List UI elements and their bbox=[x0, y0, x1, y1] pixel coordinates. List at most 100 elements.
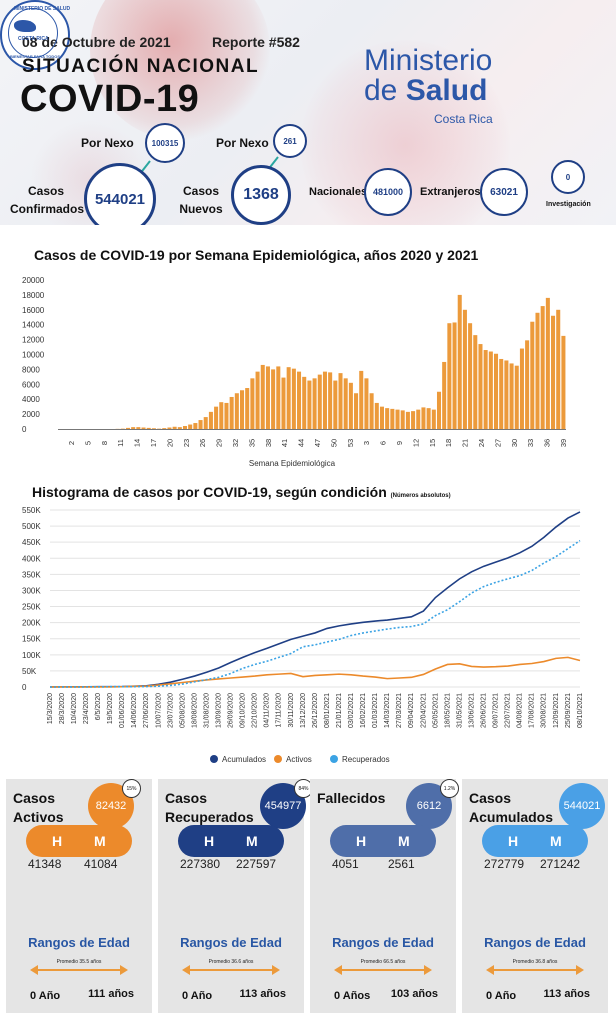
y-tick-label: 8000 bbox=[22, 365, 40, 374]
bar bbox=[421, 407, 426, 429]
y-tick-label: 18000 bbox=[22, 291, 45, 300]
x-tick-label: 35 bbox=[247, 439, 256, 447]
bar bbox=[431, 409, 436, 429]
new-cases-label: Casos Nuevos bbox=[179, 184, 223, 216]
bar bbox=[312, 378, 317, 429]
x-tick-label: 28/3/2020 bbox=[59, 693, 66, 724]
x-tick-label: 08/10/2021 bbox=[577, 693, 584, 728]
bar bbox=[390, 408, 395, 429]
x-tick-label: 12 bbox=[411, 439, 420, 447]
max-age: 113 años bbox=[543, 988, 590, 1000]
bar bbox=[436, 391, 442, 429]
x-tick-label: 14/06/2020 bbox=[131, 693, 138, 728]
summary-cards: Casos Activos 82432 15% H M 41348 41084 Rangos d… bbox=[0, 773, 616, 1024]
card-acumulados: Casos Acumulados 544021 H M 272779 271242 Rango… bbox=[462, 779, 608, 1013]
report-date: 08 de Octubre de 2021 bbox=[22, 34, 171, 50]
series-line-activos bbox=[49, 656, 581, 688]
male-count: 4051 bbox=[332, 857, 359, 871]
bar bbox=[400, 410, 405, 430]
arrow-head-left bbox=[182, 965, 190, 975]
x-tick-label: 09/07/2021 bbox=[493, 693, 500, 728]
x-tick-label: 22/07/2021 bbox=[505, 693, 512, 728]
x-tick-label: 30/11/2020 bbox=[288, 693, 295, 728]
x-tick-label: 27 bbox=[493, 439, 502, 447]
card-value-badge: 82432 bbox=[88, 783, 134, 829]
bar bbox=[224, 402, 229, 429]
bar bbox=[281, 377, 286, 429]
x-tick-label: 17/11/2020 bbox=[276, 693, 283, 728]
legend-marker bbox=[330, 755, 338, 763]
y-tick-label: 450K bbox=[22, 538, 41, 547]
average-age: Promedio 36.6 años bbox=[208, 959, 254, 965]
arrow-head-right bbox=[424, 965, 432, 975]
bar bbox=[203, 417, 208, 429]
bar bbox=[229, 396, 234, 429]
series-line-acumulados bbox=[49, 511, 581, 688]
bar bbox=[302, 376, 307, 429]
situation-heading: SITUACIÓN NACIONAL bbox=[22, 56, 260, 77]
y-tick-label: 0 bbox=[22, 683, 27, 692]
arrow-head-right bbox=[576, 965, 584, 975]
x-tick-label: 03/02/2021 bbox=[348, 693, 355, 728]
header-banner: 08 de Octubre de 2021 Reporte #582 SITUA… bbox=[0, 0, 616, 225]
y-tick-label: 2000 bbox=[22, 410, 40, 419]
x-tick-label: 6 bbox=[379, 441, 388, 445]
male-label: H bbox=[508, 833, 519, 849]
x-tick-label: 27/03/2021 bbox=[396, 693, 403, 728]
y-tick-label: 20000 bbox=[22, 276, 45, 285]
y-tick-label: 12000 bbox=[22, 336, 45, 345]
bar bbox=[297, 371, 302, 429]
x-tick-label: 44 bbox=[297, 439, 306, 447]
bar bbox=[499, 358, 504, 429]
female-label: M bbox=[550, 833, 562, 849]
condition-line-chart: 0 50K 100K 150K 200K 250K 300K 350K 400K 450K 500K… bbox=[22, 506, 584, 764]
male-count: 272779 bbox=[484, 857, 525, 871]
x-tick-label: 8 bbox=[100, 441, 109, 445]
x-tick-label: 22/10/2020 bbox=[252, 693, 259, 728]
histogram-chart-title: Histograma de casos por COVID-19, según … bbox=[32, 484, 451, 500]
nacionales-label: Nacionales bbox=[309, 186, 368, 198]
bar bbox=[193, 423, 198, 429]
bar bbox=[328, 372, 333, 429]
bar bbox=[188, 424, 193, 429]
card-title: Casos Recuperados bbox=[165, 790, 254, 825]
min-age: 0 Años bbox=[334, 990, 371, 1002]
x-tick-label: 21/01/2021 bbox=[336, 693, 343, 728]
x-tick-label: 30 bbox=[510, 439, 519, 447]
age-range-heading: Rangos de Edad bbox=[28, 935, 130, 950]
x-tick-label: 31/08/2020 bbox=[203, 693, 210, 728]
x-tick-label: 10/07/2020 bbox=[155, 693, 162, 728]
map-icon bbox=[14, 20, 36, 32]
y-tick-label: 250K bbox=[22, 603, 41, 612]
bar bbox=[426, 408, 431, 429]
bar bbox=[250, 378, 255, 429]
y-tick-label: 100K bbox=[22, 651, 41, 660]
x-tick-label: 27/06/2020 bbox=[143, 693, 150, 728]
bar bbox=[348, 382, 353, 429]
bar bbox=[519, 348, 524, 429]
bar bbox=[177, 427, 182, 429]
x-tick-label: 12/09/2021 bbox=[553, 693, 560, 728]
y-tick-label: 550K bbox=[22, 506, 41, 515]
x-tick-label: 53 bbox=[346, 439, 355, 447]
x-tick-label: 26 bbox=[198, 439, 207, 447]
x-tick-label: 16/02/2021 bbox=[360, 693, 367, 728]
x-tick-label: 19/5/2020 bbox=[107, 693, 114, 724]
x-tick-label: 18 bbox=[444, 439, 453, 447]
arrow-head-left bbox=[334, 965, 342, 975]
card-fallecidos: Fallecidos 6612 1.2% H M 4051 2561 Rangos de Ed… bbox=[310, 779, 459, 1013]
x-tick-label: 13/12/2020 bbox=[300, 693, 307, 728]
bar bbox=[395, 409, 400, 429]
x-tick-label: 38 bbox=[264, 439, 273, 447]
nexo-value-1: 100315 bbox=[145, 123, 185, 163]
x-axis-label: Semana Epidemiológica bbox=[249, 459, 336, 468]
nacionales-value: 481000 bbox=[364, 168, 412, 216]
x-tick-label: 26/06/2021 bbox=[480, 693, 487, 728]
female-count: 227597 bbox=[236, 857, 277, 871]
bar bbox=[556, 309, 561, 429]
female-label: M bbox=[246, 833, 258, 849]
x-tick-label: 39 bbox=[559, 439, 568, 447]
legend-marker bbox=[274, 755, 282, 763]
min-age: 0 Año bbox=[182, 990, 213, 1002]
card-value-badge: 544021 bbox=[559, 783, 605, 829]
